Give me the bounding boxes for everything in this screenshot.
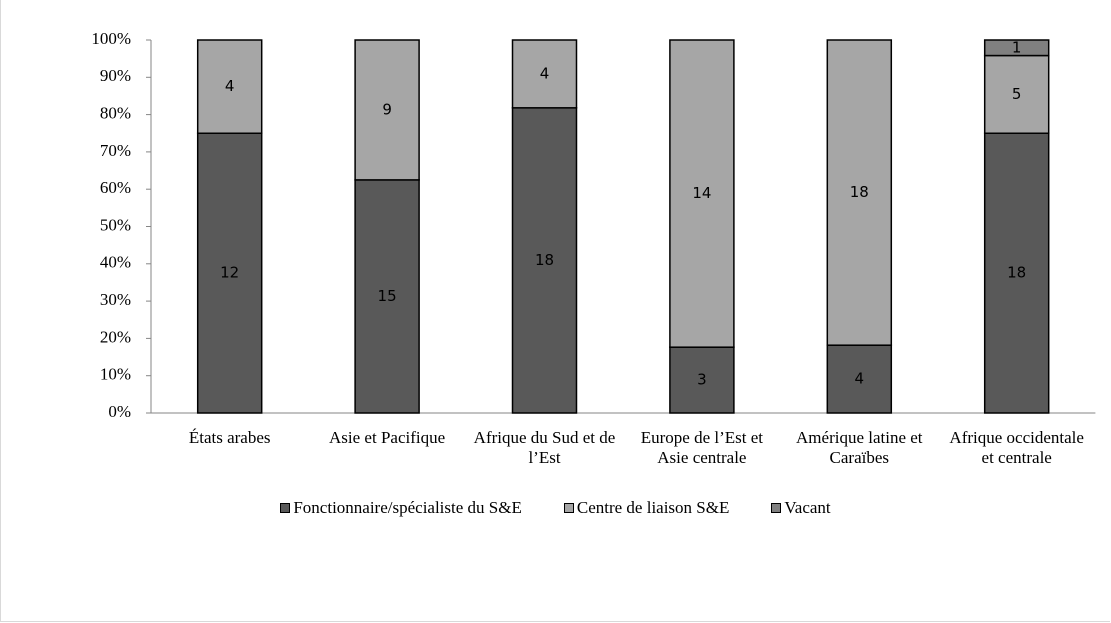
y-tick-label: 40% — [100, 253, 131, 272]
bar-segment — [669, 346, 735, 414]
x-tick-label: Amérique latine et Caraïbes — [796, 428, 923, 467]
x-tick-label: Europe de l’Est et Asie centrale — [640, 428, 764, 467]
bar-segment — [196, 39, 263, 134]
bar-segment — [511, 107, 578, 414]
data-label: 15 — [378, 287, 397, 305]
x-tick-label: Afrique occidentale et centrale — [949, 428, 1084, 467]
x-tick-label: États arabes — [188, 428, 271, 447]
bar-segment — [669, 39, 735, 348]
data-label: 9 — [382, 100, 392, 118]
legend-swatch — [771, 503, 782, 513]
y-tick-label: 0% — [108, 402, 131, 421]
data-label: 4 — [855, 370, 865, 388]
data-label: 12 — [220, 264, 239, 282]
bar-segment — [511, 39, 578, 109]
legend-label: Fonctionnaire/spécialiste du S&E — [293, 498, 522, 517]
y-tick-label: 30% — [100, 290, 131, 309]
data-label: 18 — [535, 251, 554, 269]
data-label: 14 — [692, 184, 711, 202]
y-tick-label: 100% — [91, 29, 131, 48]
y-tick-label: 80% — [100, 104, 131, 123]
data-label: 4 — [225, 77, 235, 95]
bar-segment — [826, 344, 893, 414]
data-label: 4 — [540, 64, 550, 82]
bar-segment — [354, 39, 420, 181]
y-tick-label: 50% — [100, 215, 131, 234]
y-tick-label: 70% — [100, 141, 131, 160]
x-tick-label: Afrique du Sud et de l’Est — [473, 428, 616, 467]
legend: Fonctionnaire/spécialiste du S&E Centre d… — [1, 498, 1110, 518]
bar-segment — [354, 179, 420, 414]
legend-item: Vacant — [771, 498, 831, 518]
legend-item: Fonctionnaire/spécialiste du S&E — [280, 498, 522, 518]
legend-label: Centre de liaison S&E — [576, 498, 730, 517]
x-tick-label: Asie et Pacifique — [329, 428, 446, 447]
data-label: 18 — [850, 183, 869, 201]
legend-item: Centre de liaison S&E — [563, 498, 730, 518]
data-label: 1 — [1012, 38, 1022, 56]
y-tick-label: 60% — [100, 178, 131, 197]
bar-segment — [983, 39, 1050, 57]
y-tick-label: 10% — [100, 365, 131, 384]
data-label: 3 — [697, 371, 707, 389]
legend-label: Vacant — [784, 498, 831, 517]
bar-segment — [826, 39, 893, 346]
bar-segment — [983, 54, 1050, 135]
legend-swatch — [280, 503, 291, 513]
data-label: 18 — [1007, 264, 1026, 282]
data-label: 5 — [1012, 85, 1022, 103]
bar-segment — [196, 132, 263, 414]
y-tick-label: 20% — [100, 327, 131, 346]
legend-swatch — [563, 503, 574, 513]
y-tick-label: 90% — [100, 66, 131, 85]
